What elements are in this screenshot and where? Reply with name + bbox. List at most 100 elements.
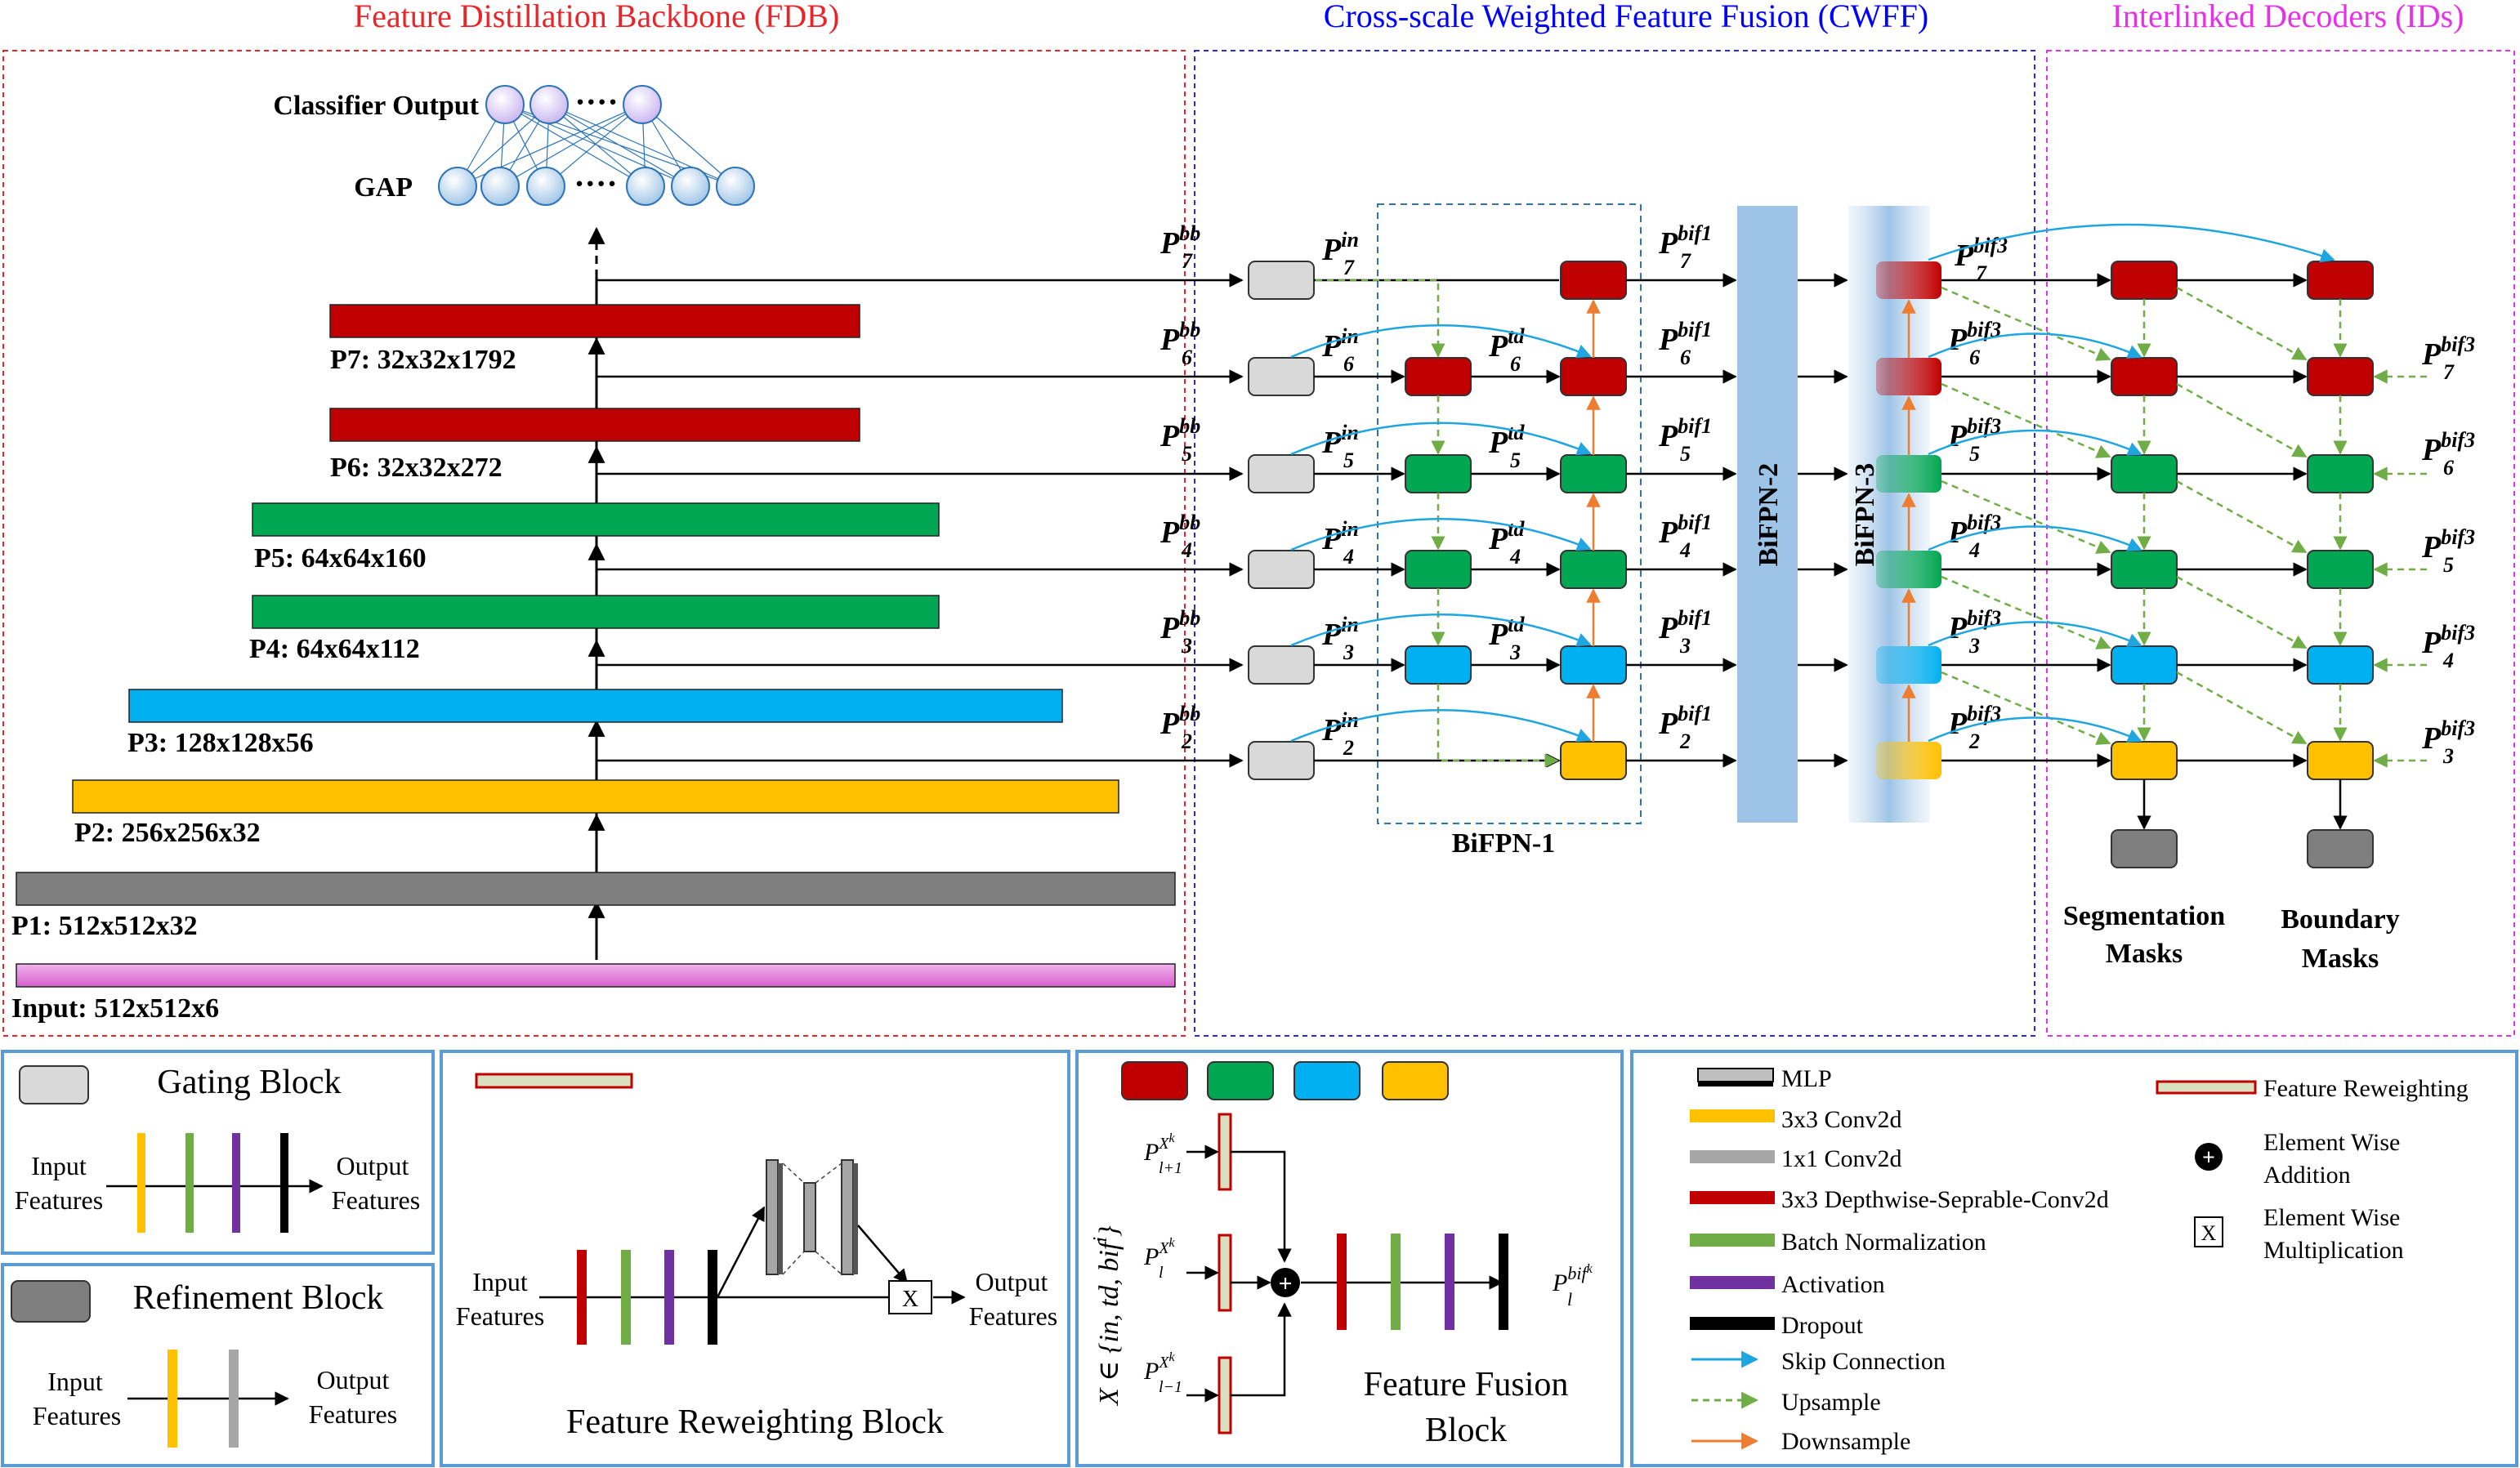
bifpn1-label: BiFPN-1 <box>1452 828 1556 859</box>
legend-key-mul-1: Element Wise <box>2263 1204 2400 1231</box>
legend-key-conv1-swatch <box>1690 1150 1775 1163</box>
legend-gating-title: Gating Block <box>157 1064 341 1101</box>
gating-block <box>1248 357 1315 396</box>
legend-fusion-drop <box>1499 1234 1508 1330</box>
decoder-seg-nodes <box>2111 261 2178 868</box>
legend-key-mul-symbol: X <box>2201 1221 2217 1245</box>
gap-node <box>438 167 477 206</box>
bifpn1-out-nodes <box>1560 261 1627 780</box>
layer-label-input: Input: 512x512x6 <box>11 993 219 1024</box>
legend-refine-out-2: Features <box>309 1399 397 1429</box>
classifier-label: Classifier Output <box>273 91 479 121</box>
legend-fusion-add <box>1271 1268 1300 1297</box>
layer-label-p5: P5: 64x64x160 <box>254 543 427 573</box>
bnd-label-2: Masks <box>2302 944 2379 974</box>
legend-refine-conv3 <box>168 1350 177 1448</box>
td-node-3 <box>1405 645 1472 685</box>
bifpn3-block <box>1848 206 1930 823</box>
ptd-label-3: Ptd 3 <box>1488 613 1525 664</box>
seg-refine-block <box>2111 829 2178 868</box>
legend-reweight-in-2: Features <box>456 1301 544 1331</box>
gating-block <box>1248 645 1315 685</box>
legend-key-up-label: Upsample <box>1781 1389 1881 1416</box>
pin-label-7: Pin 7 <box>1321 228 1359 279</box>
legend-fusion-title-1: Feature Fusion <box>1364 1366 1569 1403</box>
ptd-labels: Ptd 6 Ptd 5 Ptd 4 Ptd 3 <box>1488 324 1525 664</box>
bifpn1-skip <box>1290 324 1592 743</box>
bifpn1-frame <box>1377 203 1642 824</box>
bif1-node-7 <box>1560 261 1627 300</box>
ptd-label-5: Ptd 5 <box>1488 421 1525 472</box>
gap-node <box>626 167 665 206</box>
legend-reweight-swatch <box>475 1073 633 1089</box>
legend-gating-drop <box>280 1133 288 1233</box>
bif3-node-2 <box>1876 742 1941 779</box>
legend-gating-swatch <box>19 1065 89 1104</box>
bnd-node-4 <box>2307 550 2374 589</box>
legend-fusion-swatch-yellow <box>1382 1061 1449 1100</box>
legend-key-mul-icon <box>2194 1216 2223 1247</box>
pin-label-4: Pin 4 <box>1321 517 1359 569</box>
td-node-6 <box>1405 357 1472 396</box>
seg-node-7 <box>2111 261 2178 300</box>
legend-key-dsconv-swatch <box>1690 1191 1775 1204</box>
legend-key-mlp-swatch <box>1697 1068 1774 1086</box>
pbif3-label-4: Pbif3 4 <box>1947 511 2001 562</box>
classifier-node <box>485 85 525 124</box>
gating-block <box>1248 550 1315 589</box>
legend-key-act-swatch <box>1690 1276 1775 1289</box>
pbif1-label-7: Pbif1 7 <box>1658 221 1712 273</box>
legend-reweight-out-1: Output <box>976 1267 1048 1296</box>
layer-label-p7: P7: 32x32x1792 <box>330 345 516 375</box>
bnd-node-3 <box>2307 645 2374 685</box>
pbif3r-label-4: Pbif3 4 <box>2421 621 2475 672</box>
pbif3r-label-7: Pbif3 7 <box>2421 332 2475 384</box>
bnd-node-2 <box>2307 741 2374 780</box>
legend-gating-conv <box>137 1133 145 1233</box>
legend-key-dsconv-label: 3x3 Depthwise-Seprable-Conv2d <box>1781 1186 2109 1213</box>
backbone-outputs <box>596 273 1244 768</box>
pin-labels: Pin 7 Pin 6 Pin 5 Pin 4 Pin 3 Pin 2 <box>1321 228 1359 760</box>
classifier-node <box>529 85 569 124</box>
legend-fusion-out: Pbifk l <box>1552 1262 1593 1310</box>
seg-node-2 <box>2111 741 2178 780</box>
seg-node-5 <box>2111 454 2178 493</box>
pbif3-label-2: Pbif3 2 <box>1947 702 2001 753</box>
legend-gating-panel <box>1 1050 435 1255</box>
legend-reweight-panel <box>440 1050 1070 1467</box>
legend-key-bn-swatch <box>1690 1234 1775 1247</box>
legend-key-conv1-label: 1x1 Conv2d <box>1781 1145 1902 1172</box>
legend-fusion-reweight-bars <box>1218 1113 1232 1435</box>
ids-title: Interlinked Decoders (IDs) <box>2112 0 2464 34</box>
legend-fusion-set: X ∈ {in, td, bifi} <box>1090 1225 1124 1407</box>
legend-gating-act <box>232 1133 240 1233</box>
decoder-bnd-nodes <box>2307 261 2374 868</box>
pbb-labels: Pbb 7 Pbb 6 Pbb 5 Pbb 4 Pbb 3 Pbb 2 <box>1159 221 1200 753</box>
layer-bar-p5 <box>252 502 940 537</box>
legend-fusion-add-symbol: + <box>1278 1270 1292 1297</box>
seg-node-4 <box>2111 550 2178 589</box>
gap-node <box>526 167 565 206</box>
legend-fusion-dsconv <box>1337 1234 1347 1330</box>
legend-refine-in-2: Features <box>33 1401 121 1430</box>
legend-refine-out-1: Output <box>317 1365 390 1394</box>
cwff-frame <box>1194 50 2035 1037</box>
layer-label-p3: P3: 128x128x56 <box>127 728 314 758</box>
legend-key-drop-swatch <box>1690 1317 1775 1330</box>
legend-reweight-dsconv <box>577 1250 587 1345</box>
td-node-4 <box>1405 550 1472 589</box>
gating-block <box>1248 741 1315 780</box>
legend-key-drop-label: Dropout <box>1781 1312 1864 1339</box>
legend-key-conv3-swatch <box>1690 1109 1775 1122</box>
bif3-node-7 <box>1876 261 1941 299</box>
ptd-label-4: Ptd 4 <box>1488 517 1525 569</box>
legend-key-add-2: Addition <box>2263 1162 2351 1189</box>
layer-label-p4: P4: 64x64x112 <box>249 634 420 664</box>
pbif3r-label-3: Pbif3 3 <box>2421 716 2475 768</box>
bifpn3-nodes <box>1876 261 1941 779</box>
gating-block <box>1248 261 1315 300</box>
pbb-label-3: Pbb 3 <box>1159 606 1200 658</box>
legend-fusion-panel <box>1075 1050 1624 1467</box>
seg-node-3 <box>2111 645 2178 685</box>
